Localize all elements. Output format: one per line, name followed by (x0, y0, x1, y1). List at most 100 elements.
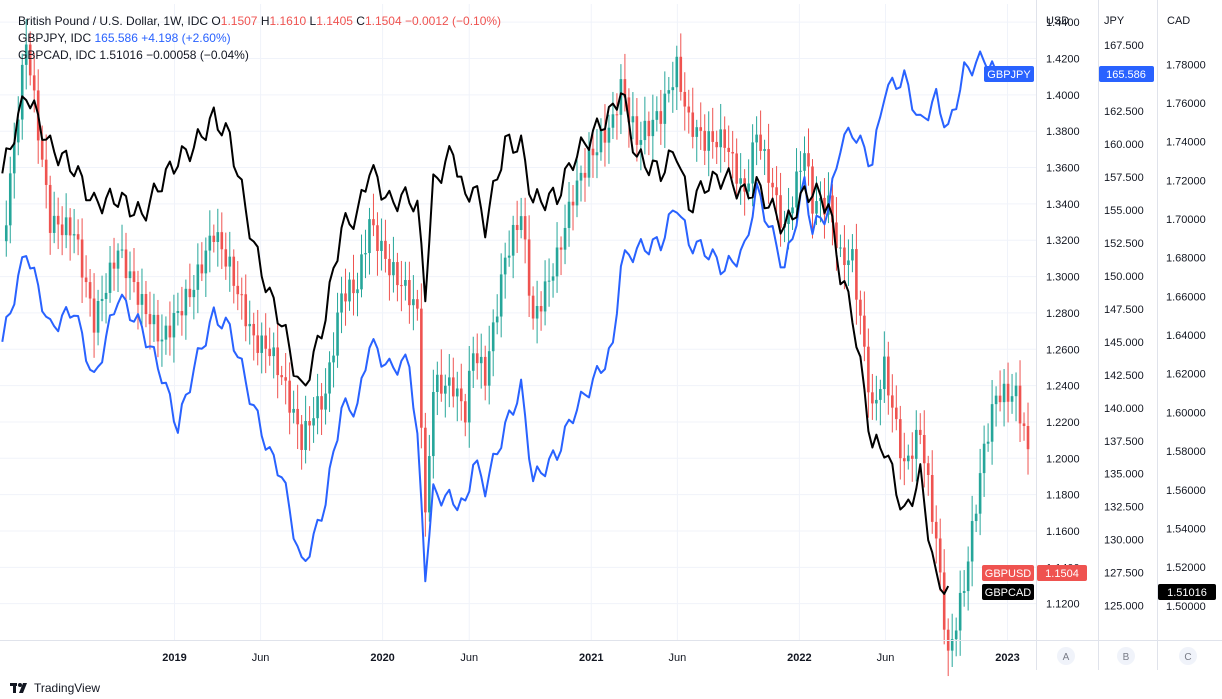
gbpusd-candle (204, 237, 208, 298)
gbpusd-candle (88, 268, 92, 317)
gbpusd-candle (739, 153, 742, 205)
candle-body (436, 374, 439, 393)
candle-body (312, 418, 315, 426)
candle-body (551, 276, 555, 281)
gbpusd-candle (184, 279, 188, 340)
gbpusd-candle (535, 280, 539, 344)
candle-body (751, 142, 754, 184)
candle-body (467, 370, 471, 423)
gbpusd-candle (651, 94, 655, 162)
chart-legend[interactable]: British Pound / U.S. Dollar, 1W, IDC O1.… (18, 13, 501, 64)
usd-tick-label: 1.2000 (1046, 453, 1080, 465)
gbpusd-candle (567, 182, 571, 247)
scale-button-b-bg[interactable] (1117, 647, 1135, 665)
legend-gbpusd[interactable]: British Pound / U.S. Dollar, 1W, IDC O1.… (18, 13, 501, 30)
gbpusd-candle (683, 72, 687, 131)
candle-body (863, 315, 866, 347)
gbpjpy-value-badge-bg (1099, 66, 1154, 82)
gbpusd-candle (144, 280, 148, 328)
time-scale[interactable]: 2019 Jun 2020 Jun 2021 Jun 2022 Jun 2023 (162, 652, 1020, 664)
gbpusd-candle (843, 225, 846, 290)
candle-body (451, 377, 455, 397)
gbpusd-candle (1018, 360, 1022, 443)
candle-body (843, 247, 846, 266)
gbpcad-value-badge: 1.51016 (1158, 584, 1216, 600)
usd-price-scale[interactable]: 1.4400 1.4200 1.4000 1.3800 1.3600 1.3400 1.32… (1046, 17, 1080, 610)
candle-body (847, 260, 850, 266)
legend-gbpjpy-name: GBPJPY, IDC (18, 31, 92, 45)
legend-gbpcad-name: GBPCAD, IDC (18, 48, 97, 62)
candle-body (280, 375, 283, 378)
gbpusd-candle (408, 261, 411, 324)
candle-body (300, 424, 303, 450)
gbpusd-candle (344, 268, 347, 326)
gbpusd-candle (867, 328, 870, 418)
candle-body (132, 271, 136, 283)
scale-button-c[interactable]: C (1179, 647, 1197, 665)
time-tick-label: 2021 (579, 652, 603, 664)
gbpjpy-label-text: GBPJPY (987, 69, 1031, 81)
gbpusd-candle (424, 412, 427, 537)
gbpusd-candle (579, 165, 583, 202)
time-tick-label: 2022 (787, 652, 811, 664)
candle-body (364, 253, 367, 255)
gbpusd-candle (220, 212, 224, 270)
legend-gbpcad[interactable]: GBPCAD, IDC 1.51016 −0.00058 (−0.04%) (18, 47, 501, 64)
gbpusd-candle (404, 261, 407, 301)
candle-body (396, 262, 399, 286)
candle-body (651, 119, 655, 137)
scale-button-b[interactable]: B (1117, 647, 1135, 665)
cad-tick-label: 1.70000 (1166, 214, 1206, 226)
gbpusd-candle (224, 232, 228, 280)
cad-tick-label: 1.74000 (1166, 137, 1206, 149)
candle-body (607, 127, 611, 143)
gbpusd-candle (24, 19, 28, 90)
gbpusd-candle (503, 242, 507, 299)
candle-body (902, 458, 906, 462)
cad-price-scale[interactable]: 1.78000 1.76000 1.74000 1.72000 1.70000 1.680… (1166, 59, 1206, 612)
candle-body (228, 256, 232, 267)
usd-tick-label: 1.3800 (1046, 126, 1080, 138)
candle-body (767, 149, 770, 183)
scale-button-a[interactable]: A (1057, 647, 1075, 665)
gbpusd-candle (655, 96, 659, 132)
jpy-tick-label: 147.500 (1104, 304, 1144, 316)
gbpusd-candle (902, 432, 906, 486)
candle-body (599, 129, 603, 153)
candle-body (627, 97, 631, 123)
scale-button-c-bg[interactable] (1179, 647, 1197, 665)
candle-body (84, 277, 88, 283)
gbpusd-candle (60, 206, 64, 256)
candle-body (731, 151, 734, 154)
gbpusd-candle (675, 45, 679, 110)
candle-body (136, 282, 140, 305)
gbpusd-candle (926, 455, 930, 496)
usd-tick-label: 1.1600 (1046, 526, 1080, 538)
gbpcad-label-badge-bg (982, 584, 1034, 600)
candle-body (998, 395, 1002, 403)
candle-body (324, 393, 327, 410)
candle-body (236, 285, 240, 295)
candle-body (340, 293, 343, 313)
gbpusd-candle (895, 385, 898, 431)
gbpusd-candle (523, 197, 527, 264)
jpy-price-scale[interactable]: 167.500165.000162.500160.000157.500155.0… (1104, 40, 1144, 613)
gbpusd-candle (954, 617, 958, 657)
gbpusd-candle (108, 245, 112, 303)
candle-body (934, 521, 938, 539)
candle-body (579, 172, 583, 181)
candle-body (603, 129, 607, 143)
gbpusd-candle (595, 128, 599, 179)
candle-body (160, 339, 164, 342)
gbpusd-candle (388, 243, 391, 301)
tradingview-branding[interactable]: TradingView (10, 679, 100, 697)
candle-body (156, 314, 160, 342)
legend-gbpjpy[interactable]: GBPJPY, IDC 165.586 +4.198 (+2.60%) (18, 30, 501, 47)
gbpusd-candle (607, 114, 611, 164)
candle-body (52, 215, 56, 233)
scale-button-a-bg[interactable] (1057, 647, 1075, 665)
gbpusd-candle (308, 406, 311, 451)
gbpusd-candle (707, 111, 711, 177)
